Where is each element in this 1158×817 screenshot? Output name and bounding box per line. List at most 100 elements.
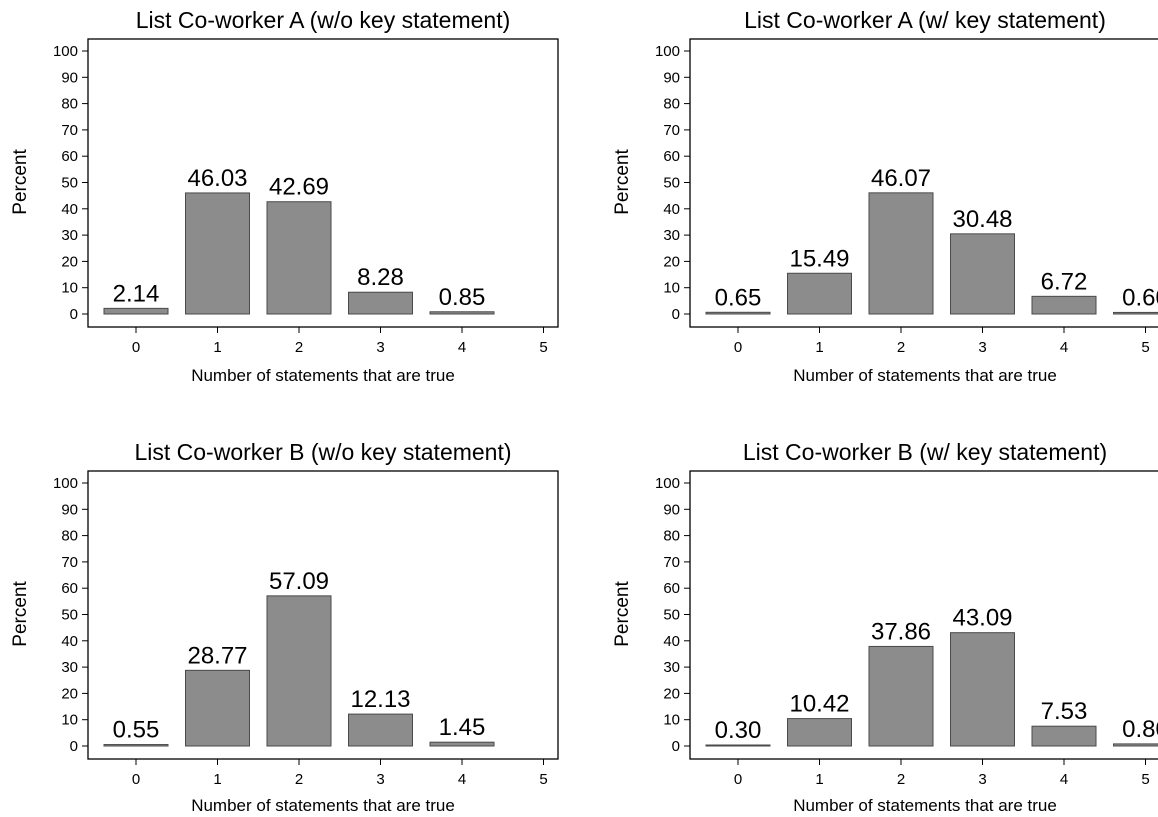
y-tick-label: 40 bbox=[663, 201, 680, 218]
y-tick-label: 0 bbox=[70, 306, 78, 323]
y-tick-label: 60 bbox=[663, 580, 680, 597]
chart-title: List Co-worker B (w/ key statement) bbox=[743, 439, 1107, 465]
bar bbox=[868, 192, 934, 315]
bar bbox=[185, 669, 250, 747]
x-tick-label: 5 bbox=[1141, 339, 1149, 356]
y-axis-title: Percent bbox=[10, 581, 31, 647]
y-tick-label: 100 bbox=[53, 475, 78, 492]
x-tick-label: 4 bbox=[458, 771, 466, 788]
y-tick-label: 0 bbox=[70, 738, 78, 755]
bar bbox=[348, 713, 413, 747]
data-label: 42.69 bbox=[269, 174, 329, 201]
x-tick-label: 2 bbox=[295, 339, 303, 356]
data-label: 2.14 bbox=[113, 280, 160, 307]
x-tick-label: 1 bbox=[213, 339, 221, 356]
y-axis-title: Percent bbox=[612, 581, 633, 647]
y-tick-label: 90 bbox=[663, 501, 680, 518]
x-tick-label: 3 bbox=[376, 771, 384, 788]
data-label: 46.03 bbox=[187, 165, 247, 192]
data-label: 28.77 bbox=[187, 642, 247, 669]
data-label: 57.09 bbox=[269, 568, 329, 595]
bar bbox=[266, 201, 332, 315]
chart-panel-b-with-key: List Co-worker B (w/ key statement) Perc… bbox=[612, 439, 1158, 815]
x-tick-label: 1 bbox=[213, 771, 221, 788]
data-label: 0.65 bbox=[715, 284, 762, 311]
y-tick-label: 10 bbox=[61, 712, 78, 729]
chart-title: List Co-worker A (w/o key statement) bbox=[136, 7, 511, 33]
y-tick-label: 30 bbox=[61, 659, 78, 676]
x-tick-label: 2 bbox=[897, 771, 905, 788]
x-axis-title: Number of statements that are true bbox=[793, 796, 1057, 815]
y-tick-label: 50 bbox=[663, 175, 680, 192]
bar bbox=[103, 307, 169, 315]
y-tick-label: 10 bbox=[61, 280, 78, 297]
x-tick-label: 0 bbox=[734, 339, 742, 356]
y-tick-label: 100 bbox=[655, 43, 680, 60]
bar bbox=[429, 741, 495, 747]
x-tick-label: 4 bbox=[1060, 771, 1068, 788]
x-tick-label: 0 bbox=[734, 771, 742, 788]
data-label: 0.80 bbox=[1122, 716, 1158, 743]
data-label: 12.13 bbox=[350, 686, 410, 713]
data-label: 43.09 bbox=[952, 605, 1012, 632]
x-tick-label: 0 bbox=[132, 339, 140, 356]
data-label: 6.72 bbox=[1041, 268, 1088, 295]
data-label: 37.86 bbox=[871, 618, 931, 645]
chart-panel-a-without-key: List Co-worker A (w/o key statement) Per… bbox=[10, 7, 559, 385]
chart-title: List Co-worker A (w/ key statement) bbox=[744, 7, 1106, 33]
data-label: 0.60 bbox=[1122, 284, 1158, 311]
y-tick-label: 70 bbox=[663, 554, 680, 571]
chart-panel-a-with-key: List Co-worker A (w/ key statement) Perc… bbox=[612, 7, 1158, 385]
y-tick-label: 0 bbox=[672, 306, 680, 323]
bar bbox=[950, 632, 1015, 747]
y-tick-label: 100 bbox=[53, 43, 78, 60]
y-tick-label: 10 bbox=[663, 280, 680, 297]
y-tick-label: 50 bbox=[61, 175, 78, 192]
data-label: 30.48 bbox=[952, 206, 1012, 233]
y-tick-label: 90 bbox=[663, 69, 680, 86]
y-tick-label: 60 bbox=[61, 148, 78, 165]
bar bbox=[185, 192, 250, 315]
y-tick-label: 10 bbox=[663, 712, 680, 729]
y-tick-label: 90 bbox=[61, 69, 78, 86]
bar bbox=[705, 311, 771, 315]
y-tick-label: 20 bbox=[61, 253, 78, 270]
data-label: 1.45 bbox=[439, 714, 486, 741]
bar bbox=[266, 595, 332, 747]
bar bbox=[1113, 311, 1158, 315]
x-tick-label: 3 bbox=[376, 339, 384, 356]
y-tick-label: 20 bbox=[663, 685, 680, 702]
x-tick-label: 2 bbox=[897, 339, 905, 356]
y-tick-label: 50 bbox=[61, 607, 78, 624]
x-tick-label: 1 bbox=[815, 339, 823, 356]
bar bbox=[1113, 743, 1158, 747]
x-axis-title: Number of statements that are true bbox=[793, 366, 1057, 385]
data-label: 15.49 bbox=[789, 245, 849, 272]
x-axis-title: Number of statements that are true bbox=[191, 366, 455, 385]
y-tick-label: 0 bbox=[672, 738, 680, 755]
data-label: 0.30 bbox=[715, 717, 762, 744]
bar bbox=[348, 291, 413, 315]
y-tick-label: 70 bbox=[663, 122, 680, 139]
data-label: 7.53 bbox=[1041, 698, 1088, 725]
bar bbox=[787, 718, 852, 747]
y-tick-label: 70 bbox=[61, 122, 78, 139]
y-tick-label: 20 bbox=[61, 685, 78, 702]
chart-title: List Co-worker B (w/o key statement) bbox=[134, 439, 511, 465]
data-label: 10.42 bbox=[789, 691, 849, 718]
bar bbox=[868, 645, 934, 747]
bar bbox=[1031, 725, 1097, 747]
y-tick-label: 80 bbox=[61, 96, 78, 113]
data-label: 8.28 bbox=[357, 264, 404, 291]
y-tick-label: 80 bbox=[61, 528, 78, 545]
x-axis-title: Number of statements that are true bbox=[191, 796, 455, 815]
x-tick-label: 0 bbox=[132, 771, 140, 788]
bar bbox=[950, 233, 1015, 315]
y-tick-label: 60 bbox=[61, 580, 78, 597]
y-tick-label: 20 bbox=[663, 253, 680, 270]
bar bbox=[705, 744, 771, 747]
x-tick-label: 1 bbox=[815, 771, 823, 788]
bar bbox=[429, 311, 495, 315]
y-tick-label: 30 bbox=[663, 659, 680, 676]
